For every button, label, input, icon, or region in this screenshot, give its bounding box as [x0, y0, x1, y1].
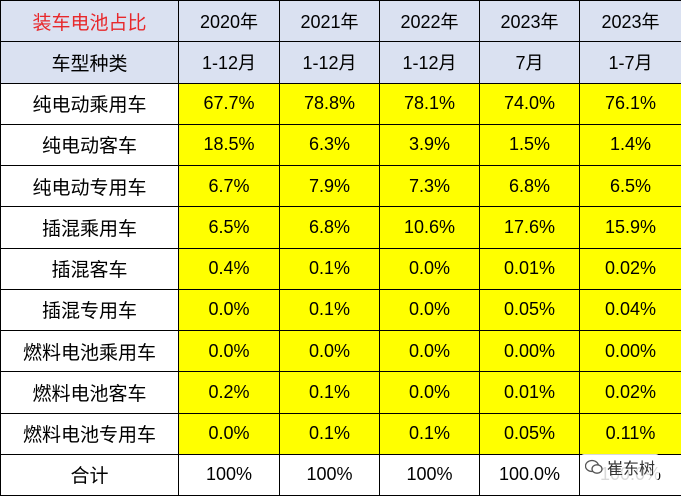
share-value: 0.00%	[479, 329, 580, 373]
share-value: 74.0%	[479, 82, 580, 125]
share-value: 6.5%	[579, 164, 681, 208]
share-value: 100%	[178, 453, 280, 496]
share-value: 0.00%	[579, 329, 681, 373]
share-value: 0.1%	[279, 412, 380, 455]
share-value: 0.0%	[379, 329, 480, 373]
share-value: 100%	[279, 453, 380, 496]
share-value: 17.6%	[479, 206, 580, 249]
vehicle-type: 插混客车	[0, 247, 179, 290]
table-row: 纯电动客车 18.5% 6.3% 3.9% 1.5% 1.4%	[0, 123, 681, 167]
table-row: 车型种类 1-12月 1-12月 1-12月 7月 1-7月	[0, 41, 681, 84]
table-row: 燃料电池专用车 0.0% 0.1% 0.1% 0.05% 0.11%	[0, 412, 681, 455]
vehicle-type: 合计	[0, 453, 179, 496]
share-value: 0.4%	[178, 247, 280, 290]
wechat-icon	[584, 459, 603, 474]
vehicle-type: 纯电动客车	[0, 123, 179, 167]
row-label-header: 车型种类	[0, 41, 179, 84]
year-header: 2020年	[178, 0, 280, 43]
share-value: 6.5%	[178, 206, 280, 249]
watermark-text: 崔东树	[606, 459, 655, 478]
share-value: 7.3%	[379, 164, 480, 208]
table-row: 纯电动乘用车 67.7% 78.8% 78.1% 74.0% 76.1%	[0, 82, 681, 125]
share-value: 67.7%	[178, 82, 280, 125]
table-row: 装车电池占比 2020年 2021年 2022年 2023年 2023年	[0, 0, 681, 43]
period-header: 1-12月	[279, 41, 380, 84]
year-header: 2023年	[479, 0, 580, 43]
share-value: 100%	[379, 453, 480, 496]
share-value: 0.02%	[579, 247, 681, 290]
table-row: 插混专用车 0.0% 0.1% 0.0% 0.05% 0.04%	[0, 288, 681, 332]
table-row: 纯电动专用车 6.7% 7.9% 7.3% 6.8% 6.5%	[0, 164, 681, 208]
year-header: 2021年	[279, 0, 380, 43]
share-value: 76.1%	[579, 82, 681, 125]
share-value: 6.8%	[479, 164, 580, 208]
share-value: 0.0%	[279, 329, 380, 373]
share-value: 0.1%	[279, 247, 380, 290]
table-row: 插混乘用车 6.5% 6.8% 10.6% 17.6% 15.9%	[0, 206, 681, 249]
share-value: 0.0%	[379, 371, 480, 414]
share-value: 0.1%	[379, 412, 480, 455]
watermark: 崔东树	[580, 454, 659, 480]
share-value: 6.3%	[279, 123, 380, 167]
share-value: 0.0%	[178, 288, 280, 332]
share-value: 78.8%	[279, 82, 380, 125]
vehicle-type: 纯电动乘用车	[0, 82, 179, 125]
share-value: 0.0%	[178, 329, 280, 373]
table-row: 燃料电池客车 0.2% 0.1% 0.0% 0.01% 0.02%	[0, 371, 681, 414]
table-title: 装车电池占比	[0, 0, 179, 43]
share-value: 7.9%	[279, 164, 380, 208]
share-value: 0.02%	[579, 371, 681, 414]
share-value: 0.05%	[479, 288, 580, 332]
year-header: 2023年	[579, 0, 681, 43]
vehicle-type: 插混乘用车	[0, 206, 179, 249]
vehicle-type: 插混专用车	[0, 288, 179, 332]
vehicle-type: 燃料电池专用车	[0, 412, 179, 455]
share-value: 0.04%	[579, 288, 681, 332]
period-header: 1-7月	[579, 41, 681, 84]
share-value: 0.11%	[579, 412, 681, 455]
share-value: 1.4%	[579, 123, 681, 167]
share-value: 0.2%	[178, 371, 280, 414]
period-header: 1-12月	[178, 41, 280, 84]
share-value: 15.9%	[579, 206, 681, 249]
share-value: 0.0%	[379, 247, 480, 290]
share-value: 10.6%	[379, 206, 480, 249]
share-value: 78.1%	[379, 82, 480, 125]
period-header: 7月	[479, 41, 580, 84]
table-row: 插混客车 0.4% 0.1% 0.0% 0.01% 0.02%	[0, 247, 681, 290]
share-value: 100.0%	[479, 453, 580, 496]
share-value: 3.9%	[379, 123, 480, 167]
share-value: 0.0%	[178, 412, 280, 455]
share-value: 0.05%	[479, 412, 580, 455]
table-row: 燃料电池乘用车 0.0% 0.0% 0.0% 0.00% 0.00%	[0, 329, 681, 373]
share-value: 0.01%	[479, 247, 580, 290]
share-value: 6.8%	[279, 206, 380, 249]
period-header: 1-12月	[379, 41, 480, 84]
vehicle-type: 纯电动专用车	[0, 164, 179, 208]
share-value: 0.0%	[379, 288, 480, 332]
vehicle-type: 燃料电池乘用车	[0, 329, 179, 373]
vehicle-type: 燃料电池客车	[0, 371, 179, 414]
share-value: 0.1%	[279, 371, 380, 414]
share-value: 6.7%	[178, 164, 280, 208]
year-header: 2022年	[379, 0, 480, 43]
share-value: 18.5%	[178, 123, 280, 167]
share-value: 0.01%	[479, 371, 580, 414]
share-value: 0.1%	[279, 288, 380, 332]
share-value: 1.5%	[479, 123, 580, 167]
